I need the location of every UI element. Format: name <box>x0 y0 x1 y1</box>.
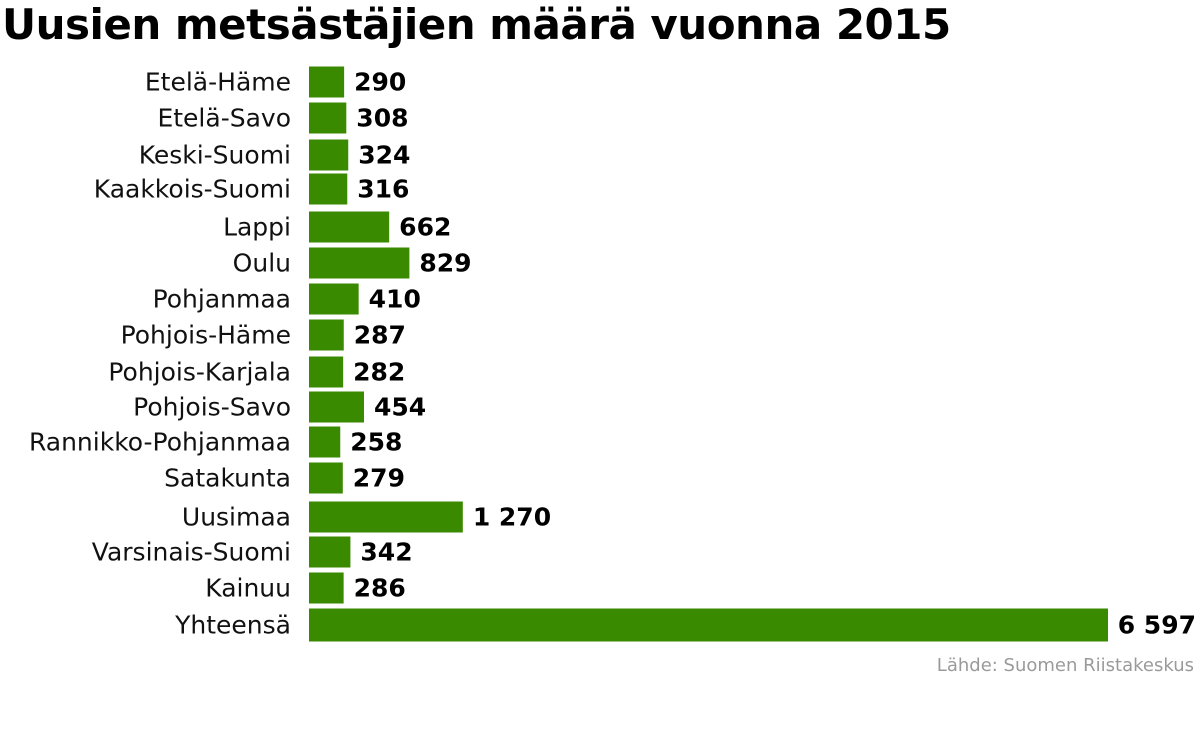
category-label: Varsinais-Suomi <box>92 538 291 567</box>
bars-group <box>309 66 1108 642</box>
value-label: 258 <box>350 428 402 457</box>
bar-5 <box>309 247 410 279</box>
category-label: Uusimaa <box>182 503 291 532</box>
value-label: 342 <box>360 538 412 567</box>
value-label: 662 <box>399 213 451 242</box>
bar-11 <box>309 462 343 494</box>
category-labels-group: Etelä-Häme Etelä-Savo Keski-Suomi Kaakkois-… <box>29 68 291 640</box>
value-label: 454 <box>374 393 426 422</box>
value-label: 316 <box>357 175 409 204</box>
bar-7 <box>309 319 344 351</box>
bar-1 <box>309 102 347 134</box>
category-label: Pohjois-Karjala <box>108 358 291 387</box>
value-label: 324 <box>358 141 410 170</box>
value-label: 287 <box>354 321 406 350</box>
value-label: 286 <box>354 574 406 603</box>
value-label: 279 <box>353 464 405 493</box>
category-label: Kaakkois-Suomi <box>94 175 291 204</box>
bar-14 <box>309 572 344 604</box>
category-label: Etelä-Savo <box>157 104 291 133</box>
chart-title: Uusien metsästäjien määrä vuonna 2015 <box>2 0 951 49</box>
value-label: 308 <box>356 104 408 133</box>
bar-9 <box>309 391 364 423</box>
category-label: Yhteensä <box>174 611 291 640</box>
value-label: 1 270 <box>473 503 551 532</box>
bar-2 <box>309 139 349 171</box>
value-label: 6 597 <box>1118 611 1196 640</box>
bar-15 <box>309 608 1108 642</box>
value-label: 290 <box>354 68 406 97</box>
category-label: Pohjanmaa <box>153 285 291 314</box>
source-note: Lähde: Suomen Riistakeskus <box>936 655 1194 676</box>
bar-8 <box>309 356 344 388</box>
category-label: Satakunta <box>164 464 291 493</box>
category-label: Oulu <box>233 249 291 278</box>
bar-12 <box>309 501 463 533</box>
category-label: Etelä-Häme <box>145 68 291 97</box>
bar-4 <box>309 211 390 243</box>
category-label: Pohjois-Savo <box>133 393 291 422</box>
category-label: Kainuu <box>205 574 291 603</box>
category-label: Lappi <box>223 213 291 242</box>
value-label: 282 <box>353 358 405 387</box>
category-label: Rannikko-Pohjanmaa <box>29 428 291 457</box>
bar-0 <box>309 66 345 98</box>
bar-10 <box>309 426 341 458</box>
value-label: 829 <box>419 249 471 278</box>
category-label: Pohjois-Häme <box>121 321 291 350</box>
value-label: 410 <box>369 285 421 314</box>
value-labels-group: 290 308 324 316 662 829 410 287 282 454 258 279 1 27… <box>350 68 1196 640</box>
bar-3 <box>309 173 348 205</box>
category-label: Keski-Suomi <box>139 141 291 170</box>
bar-6 <box>309 283 359 315</box>
bar-13 <box>309 536 351 568</box>
